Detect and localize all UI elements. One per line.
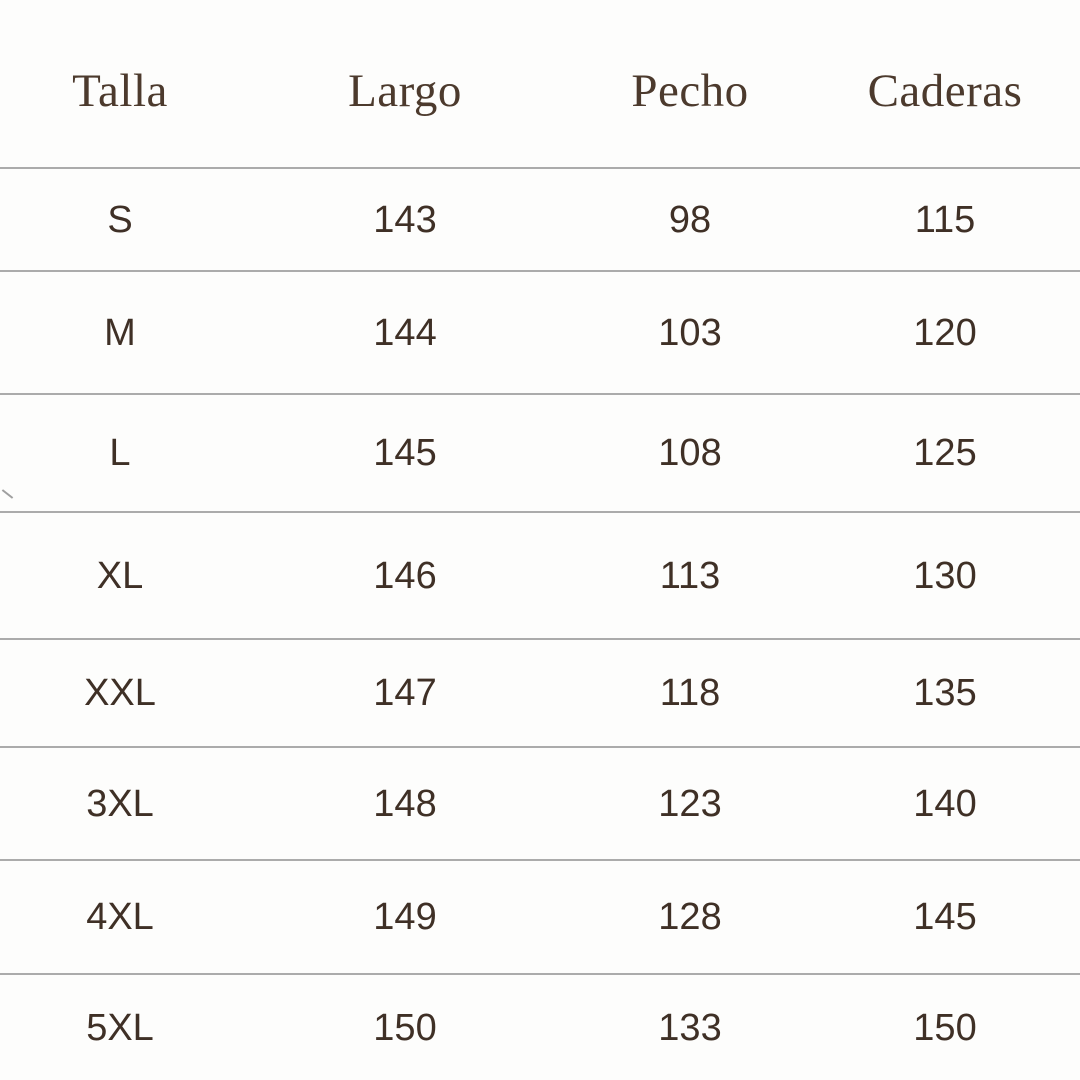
cell-largo: 146: [373, 554, 437, 597]
cell-pecho: 123: [658, 782, 722, 825]
table-header-row: Talla Largo Pecho Caderas: [0, 0, 1080, 169]
cell-caderas: 125: [913, 432, 977, 474]
cell-largo: 150: [373, 1006, 437, 1049]
cell-largo: 144: [373, 311, 437, 354]
cell-talla: XXL: [84, 672, 156, 714]
table-row: L 145 108 125: [0, 395, 1080, 513]
cell-talla: XL: [96, 554, 144, 597]
cell-largo: 149: [373, 896, 437, 938]
table-row: S 143 98 115: [0, 169, 1080, 272]
cell-caderas: 115: [914, 198, 976, 241]
cell-talla: 4XL: [86, 896, 154, 938]
header-cell-caderas: Caderas: [867, 65, 1023, 117]
cell-caderas: 135: [913, 672, 977, 714]
cell-caderas: 150: [913, 1006, 977, 1049]
cell-talla: S: [107, 198, 133, 241]
cell-largo: 148: [373, 782, 437, 825]
cell-largo: 145: [373, 432, 437, 474]
cell-pecho: 118: [659, 672, 721, 714]
cell-largo: 143: [373, 198, 437, 241]
cell-pecho: 128: [658, 896, 722, 938]
table-row: M 144 103 120: [0, 272, 1080, 395]
cell-caderas: 140: [913, 782, 977, 825]
table-row: XXL 147 118 135: [0, 640, 1080, 748]
header-cell-pecho: Pecho: [631, 65, 749, 117]
cell-talla: 5XL: [86, 1006, 154, 1049]
table-row: 3XL 148 123 140: [0, 748, 1080, 861]
table-row: 4XL 149 128 145: [0, 861, 1080, 975]
header-cell-talla: Talla: [72, 65, 168, 117]
cell-talla: M: [104, 311, 136, 354]
table-row: XL 146 113 130: [0, 513, 1080, 640]
cell-largo: 147: [373, 672, 437, 714]
cell-pecho: 108: [658, 432, 722, 474]
table-body: S 143 98 115 M 144 103 120 L 145 108 125…: [0, 169, 1080, 1080]
header-cell-largo: Largo: [348, 65, 462, 117]
cell-caderas: 130: [913, 554, 977, 597]
cell-talla: L: [109, 432, 131, 474]
table-row: 5XL 150 133 150: [0, 975, 1080, 1080]
cell-talla: 3XL: [86, 782, 154, 825]
cell-pecho: 133: [658, 1006, 722, 1049]
cell-pecho: 103: [658, 311, 722, 354]
cell-caderas: 145: [913, 896, 977, 938]
cell-pecho: 98: [668, 198, 712, 241]
cell-pecho: 113: [659, 554, 721, 597]
cell-caderas: 120: [913, 311, 977, 354]
